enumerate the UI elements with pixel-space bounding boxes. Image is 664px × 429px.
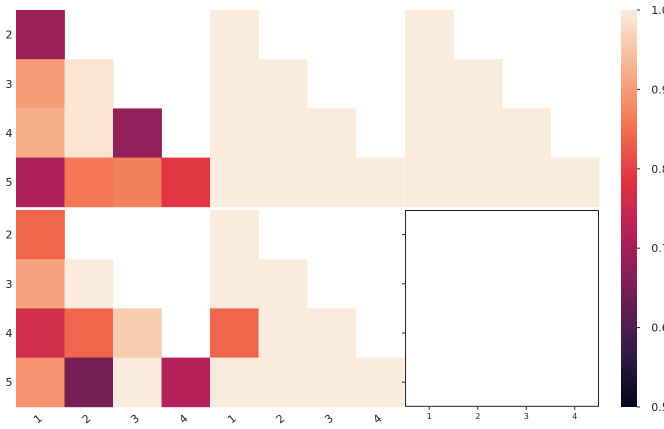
heatmap-cell (502, 108, 551, 158)
heatmap-cell (210, 357, 259, 408)
heatmap-cell (210, 308, 259, 358)
y-tick-label: 5 (6, 176, 13, 189)
x-tick-label: 4 (177, 412, 191, 426)
heatmap-cell (210, 210, 259, 260)
heatmap-cell (64, 108, 114, 158)
heatmap-cell (16, 259, 65, 309)
x-tick-label-small: 4 (572, 412, 577, 421)
heatmap-cell (210, 59, 259, 109)
heatmap-cell (16, 210, 65, 260)
heatmap-cell (307, 157, 356, 208)
heatmap-cell (64, 59, 114, 109)
heatmap-cell (453, 108, 503, 158)
heatmap-cell (405, 59, 454, 109)
y-tick-label: 5 (6, 376, 13, 389)
x-tick-label-small: 2 (475, 412, 480, 421)
x-tick-label-small: 3 (524, 412, 529, 421)
heatmap-cell (258, 157, 308, 208)
x-tick-label: 1 (31, 412, 45, 426)
x-tick-label: 2 (274, 412, 288, 426)
colorbar-tick-label: 0.8 (651, 163, 664, 176)
colorbar-tick-label: 0.7 (651, 242, 664, 255)
heatmap-cell (307, 308, 356, 358)
colorbar-tick-label: 0.9 (651, 83, 664, 96)
y-tick-label: 3 (6, 78, 13, 91)
heatmap-cell (16, 59, 65, 109)
heatmap-cell (64, 259, 114, 309)
heatmap-cell (113, 308, 162, 358)
colorbar-tick-label: 0.6 (651, 322, 664, 335)
heatmap-cell (113, 108, 162, 158)
heatmap-cell (161, 157, 211, 208)
y-tick-label: 4 (6, 127, 13, 140)
colorbar: 0.5 0.6 0.7 0.8 0.9 1.0 (621, 4, 664, 414)
empty-panel-frame (405, 210, 599, 407)
x-tick-label: 1 (225, 412, 239, 426)
heatmap-cell (355, 357, 405, 408)
heatmap-cell (113, 157, 162, 208)
heatmap-cell (210, 10, 259, 60)
colorbar-gradient (621, 10, 637, 407)
heatmap-cell (113, 357, 162, 408)
heatmap-cell (307, 357, 356, 408)
y-tick-label: 2 (6, 229, 13, 242)
heatmap-cell (16, 357, 65, 408)
x-tick-label: 3 (128, 412, 142, 426)
colorbar-tick-label: 0.5 (651, 401, 664, 414)
heatmap-cell (16, 10, 65, 60)
heatmap-cell (210, 108, 259, 158)
heatmap-panel-r1c2 (210, 10, 405, 208)
y-tick-label: 4 (6, 327, 13, 340)
heatmap-cell (405, 157, 454, 208)
heatmap-panel-r1c1 (16, 10, 211, 208)
heatmap-panel-r1c3 (405, 10, 600, 208)
heatmap-cell (16, 157, 65, 208)
heatmap-cell (258, 59, 308, 109)
y-tick-label: 3 (6, 278, 13, 291)
heatmap-cell (210, 157, 259, 208)
heatmap-cell (405, 10, 454, 60)
heatmap-cell (453, 59, 503, 109)
heatmap-cell (64, 308, 114, 358)
x-tick-label: 3 (322, 412, 336, 426)
heatmap-panel-r2c3 (402, 210, 599, 410)
heatmap-cell (64, 357, 114, 408)
heatmap-cell (16, 108, 65, 158)
heatmap-cell (307, 108, 356, 158)
heatmap-cell (161, 357, 211, 408)
x-tick-label: 2 (80, 412, 94, 426)
heatmap-cell (16, 308, 65, 358)
heatmap-cell (405, 108, 454, 158)
heatmap-cell (258, 308, 308, 358)
x-tick-label: 4 (371, 412, 385, 426)
colorbar-tick-label: 1.0 (651, 4, 664, 17)
y-tick-label: 2 (6, 29, 13, 42)
heatmap-cell (258, 357, 308, 408)
heatmap-panel-r2c1 (16, 210, 211, 408)
heatmap-cell (258, 259, 308, 309)
heatmap-cell (453, 157, 503, 208)
heatmap-panels (16, 10, 600, 410)
heatmap-cell (355, 157, 405, 208)
x-tick-label-small: 1 (427, 412, 432, 421)
heatmap-cell (64, 157, 114, 208)
heatmap-cell (502, 157, 551, 208)
heatmap-panel-r2c2 (210, 210, 405, 408)
heatmap-cell (550, 157, 600, 208)
heatmap-cell (258, 108, 308, 158)
heatmap-cell (210, 259, 259, 309)
